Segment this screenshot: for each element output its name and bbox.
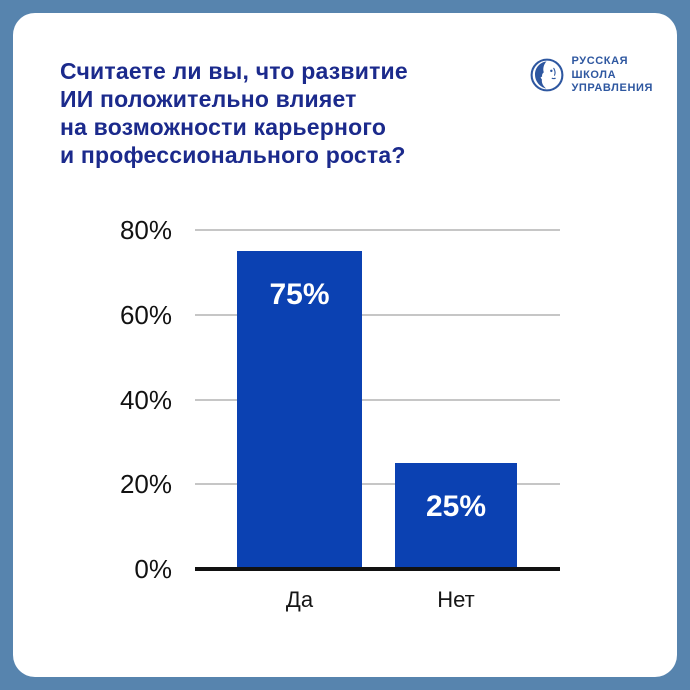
bar-value-label: 25%: [425, 490, 487, 524]
survey-question-title: Считаете ли вы, что развитие ИИ положите…: [60, 58, 408, 168]
gridline: [195, 398, 560, 401]
x-tick-label: Нет: [437, 587, 475, 612]
y-tick-label: 0%: [134, 554, 172, 584]
y-tick-label: 20%: [119, 469, 172, 500]
brand-logo-face-icon: [531, 58, 564, 92]
y-tick-label: 80%: [119, 215, 172, 245]
y-tick-label: 60%: [119, 299, 172, 330]
bar-value-label: 75%: [269, 278, 330, 312]
bar-нет: 25%: [395, 463, 517, 569]
bar-да: 75%: [237, 251, 362, 569]
y-tick-label: 40%: [119, 384, 172, 415]
x-axis-line: [195, 567, 560, 571]
infographic-card: Считаете ли вы, что развитие ИИ положите…: [13, 13, 677, 677]
gridline: [195, 229, 560, 231]
brand-logo: РУССКАЯ ШКОЛА УПРАВЛЕНИЯ: [530, 55, 653, 96]
plot-area: 0% 20% 40% 60% 80% 75% Да 25% Нет: [120, 215, 560, 612]
gridline: [195, 313, 560, 316]
x-tick-label: Да: [285, 587, 314, 612]
brand-logo-text: РУССКАЯ ШКОЛА УПРАВЛЕНИЯ: [571, 55, 653, 94]
gridline: [195, 483, 560, 486]
